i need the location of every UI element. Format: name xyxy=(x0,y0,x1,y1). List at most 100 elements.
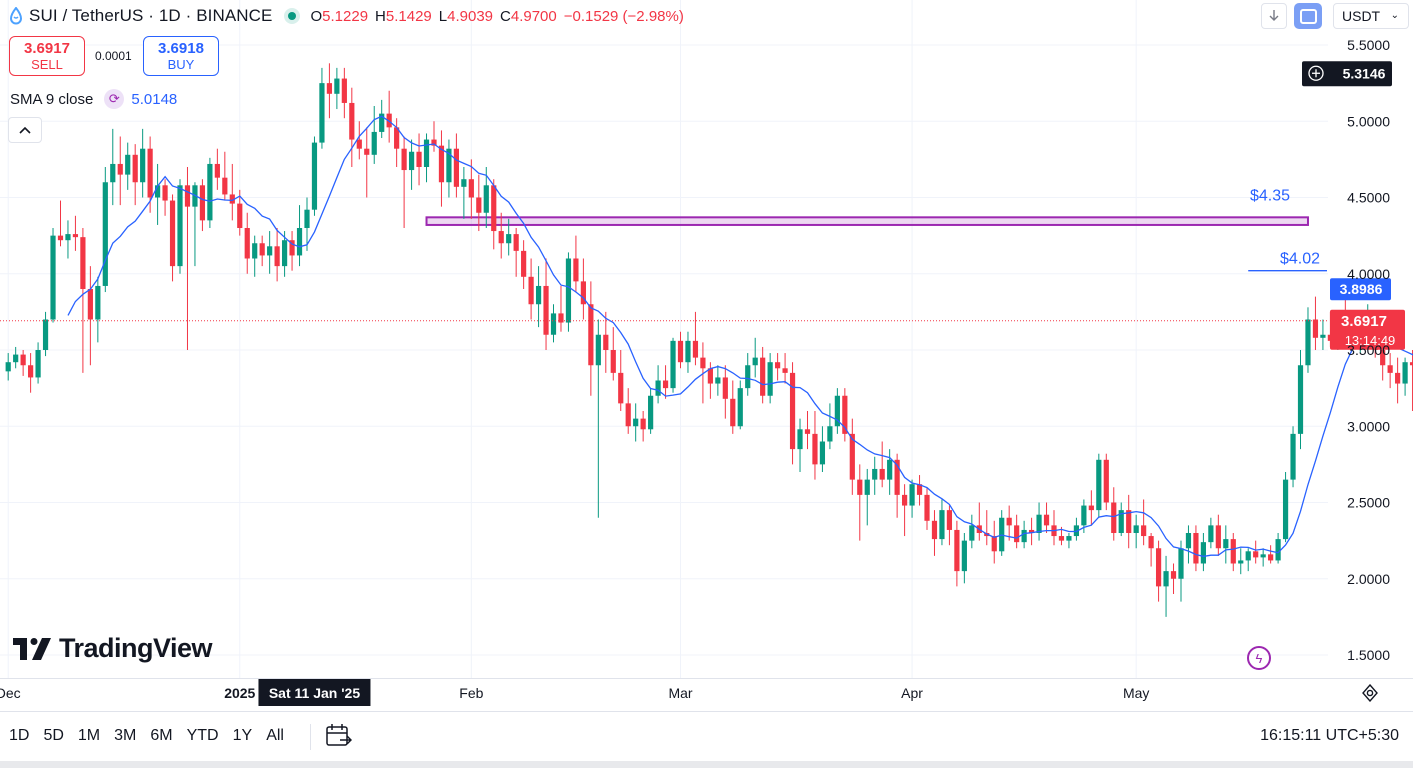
candle-body xyxy=(401,148,407,171)
range-button-5d[interactable]: 5D xyxy=(43,727,64,744)
range-button-1y[interactable]: 1Y xyxy=(232,727,253,744)
sell-button[interactable]: 3.6917 SELL xyxy=(9,36,85,76)
candle-body xyxy=(1268,554,1274,561)
candle-body xyxy=(894,459,900,495)
collapse-chevron-icon[interactable] xyxy=(8,117,42,143)
candle-body xyxy=(939,510,945,540)
candle-body xyxy=(42,319,49,350)
range-button-all[interactable]: All xyxy=(266,727,284,744)
candle-body xyxy=(57,235,64,241)
buy-price: 3.6918 xyxy=(158,40,204,57)
candle-body xyxy=(879,468,885,480)
candle-body xyxy=(177,185,183,267)
candle-body xyxy=(476,197,482,213)
candle-body xyxy=(244,228,250,259)
candle-body xyxy=(1043,514,1050,526)
candle-body xyxy=(1238,560,1244,564)
candle-body xyxy=(252,243,258,259)
candle-body xyxy=(20,354,26,366)
candle-body xyxy=(1178,548,1184,579)
candle-body xyxy=(961,540,967,572)
candle-body xyxy=(1141,525,1147,537)
ohlc-high: H5.1429 xyxy=(375,7,432,25)
clock[interactable]: 16:15:11 UTC+5:30 xyxy=(1260,727,1399,744)
currency-label: USDT xyxy=(1342,8,1381,24)
candle-body xyxy=(222,177,228,195)
candle-body xyxy=(498,231,504,244)
candle-body xyxy=(677,340,684,363)
zone-rect xyxy=(425,216,1309,226)
bottom-toolbar: 1D 5D 1M 3M 6M YTD 1Y All 16:15:11 UTC+5:30 xyxy=(0,711,1413,762)
candle-body xyxy=(618,372,624,404)
candle-body xyxy=(849,433,855,480)
ohlc-close: C4.9700 xyxy=(500,7,557,25)
price-chart[interactable]: $4.35 $4.02 3.8986 3.6917 13:14:49 5.3146 Sat… xyxy=(0,0,1413,711)
candle-body xyxy=(468,179,474,198)
range-button-1m[interactable]: 1M xyxy=(77,727,101,744)
candle-body xyxy=(1021,529,1027,543)
candle-body xyxy=(745,365,751,389)
candle-body xyxy=(872,468,878,480)
x-tick-label: Apr xyxy=(901,685,923,701)
fullscreen-icon[interactable] xyxy=(1294,3,1322,29)
candle-body xyxy=(140,148,146,183)
y-tick-label: 4.0000 xyxy=(1347,266,1390,282)
calendar-icon[interactable] xyxy=(326,723,353,753)
candle-body xyxy=(535,285,542,305)
range-button-1d[interactable]: 1D xyxy=(9,727,30,744)
lightning-icon[interactable]: ϟ xyxy=(1247,646,1271,670)
candle-body xyxy=(760,357,766,396)
buy-label: BUY xyxy=(167,57,195,72)
candle-body xyxy=(1208,525,1214,543)
candle-body xyxy=(1103,459,1109,503)
sell-price: 3.6917 xyxy=(24,40,70,57)
candle-body xyxy=(528,276,534,305)
candle-body xyxy=(1297,365,1304,434)
settings-icon[interactable] xyxy=(1361,683,1379,707)
resistance-zone[interactable]: $4.35 xyxy=(425,187,1309,226)
y-tick-label: 5.0000 xyxy=(1347,113,1390,129)
candle-body xyxy=(117,163,123,175)
candle-body xyxy=(954,529,960,572)
candle-body xyxy=(887,459,893,480)
countdown-text: 13:14:49 xyxy=(1345,333,1396,348)
candle-body xyxy=(573,258,579,282)
ohlc-change: −0.1529 (−2.98%) xyxy=(563,7,684,25)
range-button-6m[interactable]: 6M xyxy=(150,727,173,744)
symbol-title[interactable]: SUI / TetherUS · 1D · BINANCE xyxy=(29,6,273,25)
candle-body xyxy=(588,304,594,366)
candle-body xyxy=(169,200,176,267)
candle-body xyxy=(35,350,41,378)
candle-body xyxy=(319,83,325,143)
sma-polyline xyxy=(67,115,1413,558)
candle-body xyxy=(767,362,773,396)
candle-body xyxy=(595,334,601,366)
x-tick-label: Mar xyxy=(668,685,692,701)
last-price-text: 3.6917 xyxy=(1341,313,1387,330)
coin-icon xyxy=(9,7,23,25)
candle-body xyxy=(924,494,930,521)
range-button-ytd[interactable]: YTD xyxy=(186,727,219,744)
candle-body xyxy=(1282,479,1289,540)
candle-body xyxy=(1395,372,1401,384)
candle-body xyxy=(341,78,347,103)
candle-body xyxy=(715,377,721,384)
download-icon[interactable] xyxy=(1261,3,1287,29)
cycle-icon[interactable]: ⟳ xyxy=(104,89,125,109)
indicator-legend[interactable]: SMA 9 close ⟳ 5.0148 xyxy=(10,89,177,109)
range-button-3m[interactable]: 3M xyxy=(114,727,137,744)
candle-body xyxy=(1058,536,1065,541)
candle-body xyxy=(311,142,318,210)
candle-body xyxy=(558,313,564,323)
candle-body xyxy=(1253,551,1259,558)
candle-body xyxy=(1312,319,1319,338)
candle-body xyxy=(1409,362,1413,366)
candle-body xyxy=(1163,571,1169,587)
candle-body xyxy=(229,194,235,204)
candle-body xyxy=(364,148,370,155)
tradingview-logo[interactable]: TradingView xyxy=(13,633,213,664)
indicator-name: SMA 9 close xyxy=(10,90,94,108)
buy-button[interactable]: 3.6918 BUY xyxy=(143,36,219,76)
candle-body xyxy=(931,520,938,540)
currency-select[interactable]: USDT ⌄ xyxy=(1333,3,1409,29)
